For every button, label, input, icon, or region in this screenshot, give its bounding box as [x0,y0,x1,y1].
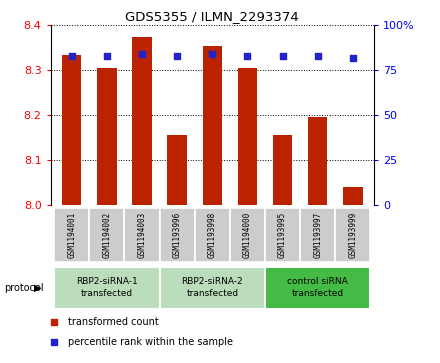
Bar [54,267,160,309]
Bar [160,208,195,262]
Bar [343,187,363,205]
Text: GSM1193999: GSM1193999 [348,212,357,258]
Point [174,53,181,59]
Text: protocol: protocol [4,283,44,293]
Bar [308,118,327,205]
Text: control siRNA
transfected: control siRNA transfected [287,277,348,298]
Bar [125,208,160,262]
Bar [335,208,370,262]
Point [103,53,110,59]
Title: GDS5355 / ILMN_2293374: GDS5355 / ILMN_2293374 [125,10,299,23]
Text: GSM1194001: GSM1194001 [67,212,76,258]
Point [314,53,321,59]
Text: GSM1193998: GSM1193998 [208,212,217,258]
Bar [54,208,89,262]
Text: GSM1193997: GSM1193997 [313,212,322,258]
Bar [160,267,265,309]
Text: GSM1193995: GSM1193995 [278,212,287,258]
Bar [168,135,187,205]
Text: GSM1193996: GSM1193996 [172,212,182,258]
Text: GSM1194002: GSM1194002 [103,212,111,258]
Text: RBP2-siRNA-2
transfected: RBP2-siRNA-2 transfected [181,277,243,298]
Point [238,238,245,244]
Bar [273,135,292,205]
Text: GSM1194000: GSM1194000 [243,212,252,258]
Bar [230,208,265,262]
Bar [300,208,335,262]
Text: transformed count: transformed count [68,317,159,327]
Text: RBP2-siRNA-1
transfected: RBP2-siRNA-1 transfected [76,277,138,298]
Bar [265,267,370,309]
Bar [97,68,117,205]
Point [244,53,251,59]
Bar [62,54,81,205]
Point [238,57,245,63]
Bar [203,46,222,205]
Bar [132,37,152,205]
Bar [238,68,257,205]
Point [68,53,75,59]
Text: ▶: ▶ [33,283,41,293]
Point [349,55,356,61]
Bar [265,208,300,262]
Point [139,51,146,57]
Text: percentile rank within the sample: percentile rank within the sample [68,337,233,347]
Bar [89,208,125,262]
Bar [195,208,230,262]
Point [209,51,216,57]
Point [279,53,286,59]
Text: GSM1194003: GSM1194003 [137,212,147,258]
